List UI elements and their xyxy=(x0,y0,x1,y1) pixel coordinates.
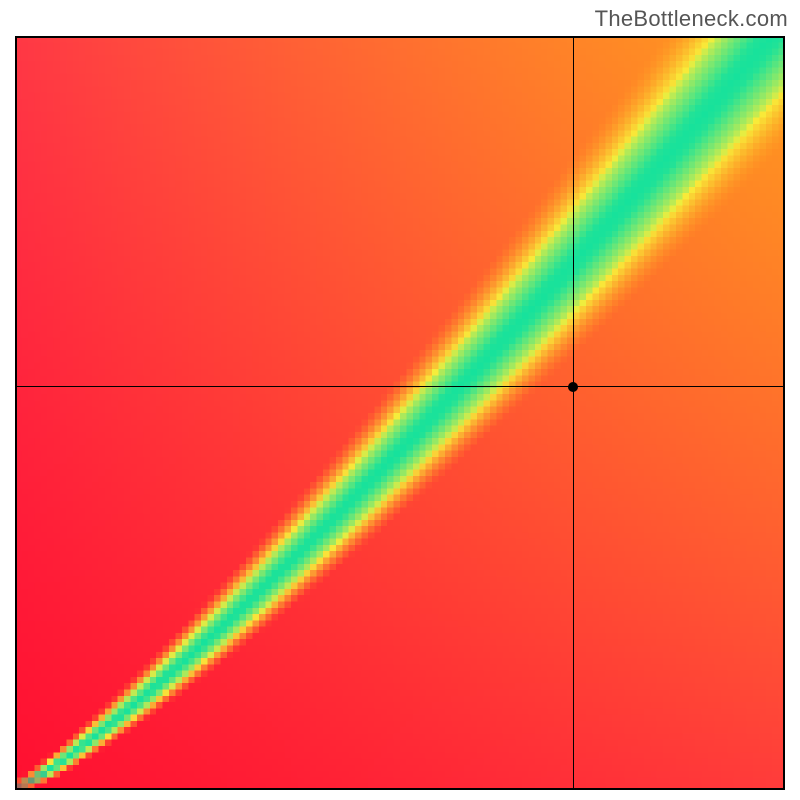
bottleneck-heatmap xyxy=(15,36,785,790)
watermark-text: TheBottleneck.com xyxy=(595,6,788,32)
